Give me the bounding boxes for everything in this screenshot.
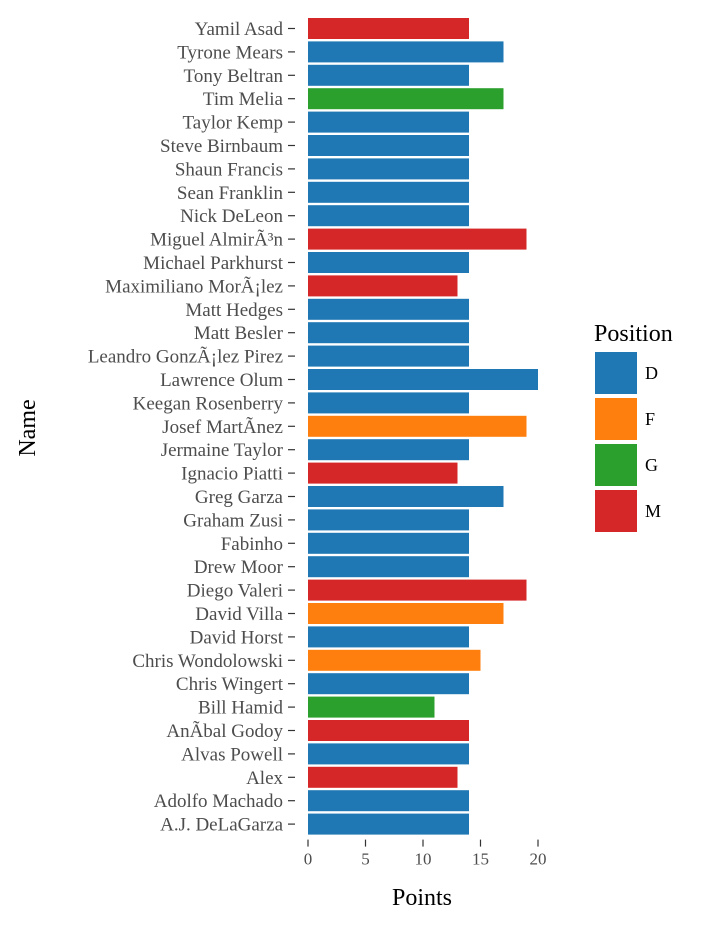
legend-key xyxy=(595,352,637,394)
bar xyxy=(308,322,469,344)
x-axis-title: Points xyxy=(392,885,452,911)
legend-title: Position xyxy=(594,321,673,347)
bar xyxy=(308,228,527,250)
bar xyxy=(308,673,469,695)
bar xyxy=(308,696,435,718)
bar xyxy=(308,415,527,437)
bar xyxy=(308,790,469,812)
x-tick-label: 0 xyxy=(304,850,313,869)
bar xyxy=(308,158,469,180)
y-tick-label: Ignacio Piatti xyxy=(181,464,283,485)
y-tick-label: David Villa xyxy=(195,604,283,625)
bar xyxy=(308,509,469,531)
y-tick-label: Yamil Asad xyxy=(195,19,284,40)
y-tick-label: Adolfo Machado xyxy=(154,791,283,812)
y-tick-label: Josef MartÃ­nez xyxy=(162,416,283,438)
bar xyxy=(308,205,469,227)
bar xyxy=(308,41,504,63)
bar xyxy=(308,439,469,461)
bar xyxy=(308,813,469,835)
y-tick-label: Alvas Powell xyxy=(181,744,283,765)
legend-label: F xyxy=(645,409,655,429)
bar xyxy=(308,275,458,297)
bar xyxy=(308,298,469,320)
y-tick-label: Greg Garza xyxy=(195,487,284,508)
x-tick-label: 15 xyxy=(472,850,489,869)
bar xyxy=(308,369,538,390)
y-tick-label: Matt Hedges xyxy=(185,300,283,321)
y-tick-label: Taylor Kemp xyxy=(182,113,283,134)
bar xyxy=(308,462,458,484)
bar xyxy=(308,556,469,578)
bar xyxy=(308,649,481,671)
y-tick-label: AnÃ­bal Godoy xyxy=(166,720,283,742)
bar xyxy=(308,720,469,741)
y-tick-label: David Horst xyxy=(190,627,284,648)
y-tick-label: Maximiliano MorÃ¡lez xyxy=(105,275,283,297)
bar xyxy=(308,88,504,110)
y-tick-label: Drew Moor xyxy=(194,557,284,578)
bar xyxy=(308,743,469,765)
y-tick-label: Tim Melia xyxy=(203,89,284,110)
y-tick-label: Lawrence Olum xyxy=(160,370,283,391)
bar xyxy=(308,135,469,156)
x-tick-label: 5 xyxy=(361,850,370,869)
y-tick-label: Steve Birnbaum xyxy=(160,136,283,157)
y-tick-label: Fabinho xyxy=(221,534,283,555)
legend: Position D F G M xyxy=(594,321,673,532)
x-axis: 0 5 10 15 20 xyxy=(304,839,547,869)
bar xyxy=(308,486,504,507)
y-tick-label: Leandro GonzÃ¡lez Pirez xyxy=(88,346,283,368)
bar xyxy=(308,603,504,624)
legend-key xyxy=(595,398,637,440)
bar xyxy=(308,626,469,648)
y-tick-label: Shaun Francis xyxy=(175,159,283,180)
bar xyxy=(308,181,469,203)
y-tick-label: Tony Beltran xyxy=(184,66,284,87)
y-tick-label: Michael Parkhurst xyxy=(143,253,284,274)
y-tick-label: Miguel AlmirÃ³n xyxy=(150,229,283,251)
y-tick-label: Nick DeLeon xyxy=(180,206,283,227)
bar xyxy=(308,345,469,367)
y-tick-label: Graham Zusi xyxy=(183,510,283,531)
legend-key xyxy=(595,444,637,486)
bar xyxy=(308,252,469,273)
y-tick-label: Matt Besler xyxy=(194,323,284,344)
y-tick-label: A.J. DeLaGarza xyxy=(160,815,283,836)
bar xyxy=(308,392,469,414)
y-tick-label: Keegan Rosenberry xyxy=(133,393,284,414)
x-tick-label: 10 xyxy=(415,850,432,869)
bar xyxy=(308,532,469,554)
y-tick-label: Bill Hamid xyxy=(198,698,283,719)
bars-layer xyxy=(308,18,538,835)
legend-key xyxy=(595,490,637,532)
y-tick-label: Jermaine Taylor xyxy=(161,440,284,461)
bar xyxy=(308,64,469,86)
bar xyxy=(308,579,527,601)
y-tick-label: Chris Wingert xyxy=(176,674,284,695)
legend-label: D xyxy=(645,363,658,383)
x-tick-label: 20 xyxy=(530,850,547,869)
legend-label: M xyxy=(645,501,661,521)
y-tick-label: Alex xyxy=(246,768,283,789)
legend-label: G xyxy=(645,455,658,475)
y-tick-label: Diego Valeri xyxy=(187,581,283,602)
y-axis-title: Name xyxy=(15,399,41,456)
bar xyxy=(308,766,458,788)
y-tick-label: Tyrone Mears xyxy=(177,42,283,63)
y-tick-label: Sean Franklin xyxy=(177,183,284,204)
y-tick-label: Chris Wondolowski xyxy=(132,651,283,672)
bar xyxy=(308,18,469,39)
bar xyxy=(308,111,469,133)
